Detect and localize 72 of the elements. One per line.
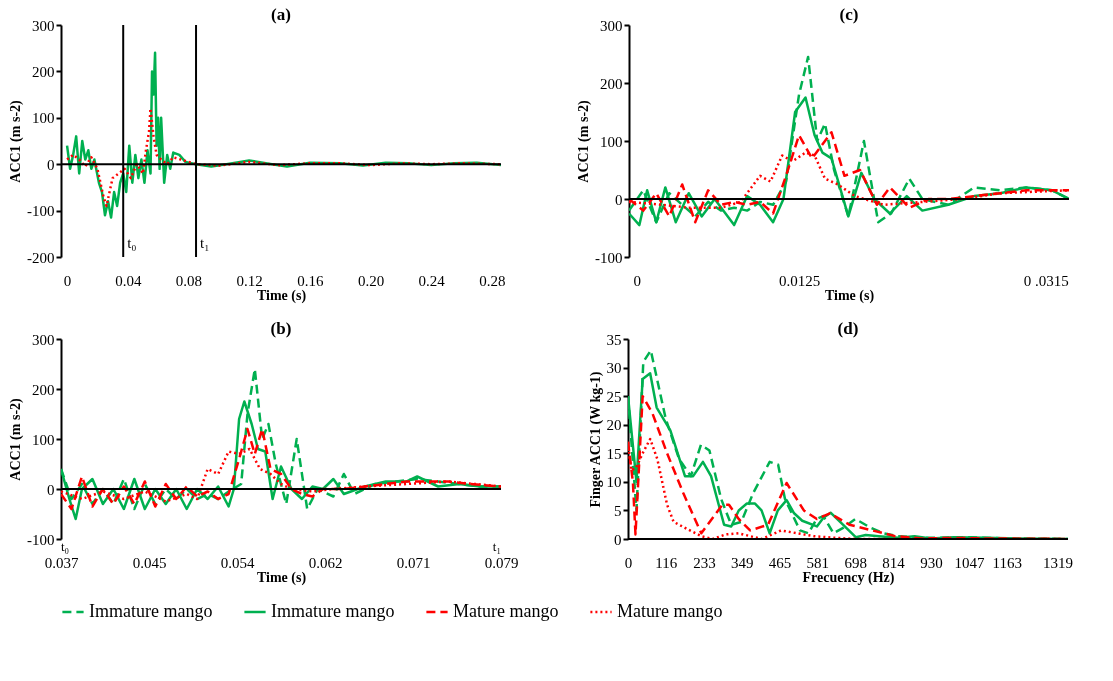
y-tick-label: 100 (600, 133, 623, 150)
x-tick-label: 0.079 (484, 554, 519, 571)
y-tick-label: 0 (614, 531, 622, 548)
y-tick-label: 35 (606, 331, 622, 348)
x-tick-label: 0.054 (220, 554, 255, 571)
x-tick-label: 0.28 (479, 272, 506, 289)
y-tick-label: 300 (600, 17, 623, 34)
x-tick-label: 1319 (1043, 554, 1074, 571)
y-tick-label: 300 (32, 331, 55, 348)
chart-title: (d) (837, 319, 859, 338)
y-tick-label: 0 (47, 156, 55, 173)
y-tick-label: 25 (606, 388, 622, 405)
y-axis-title: ACC1 (m s-2) (8, 397, 24, 481)
x-tick-label: 0.04 (115, 272, 142, 289)
legend-label: Mature mango (617, 601, 723, 621)
x-tick-label: 0.062 (308, 554, 343, 571)
x-axis-title: Time (s) (256, 569, 307, 586)
chart-title: (c) (839, 5, 859, 24)
annotation: t₀ (61, 539, 70, 554)
x-tick-label: 581 (806, 554, 829, 571)
y-tick-label: -100 (27, 203, 55, 220)
x-axis-title: Time (s) (824, 287, 875, 304)
x-tick-label: 1163 (992, 554, 1022, 571)
ref-line-label: t₀ (127, 235, 137, 251)
y-axis-title: Finger ACC1 (W kg-1) (587, 371, 604, 508)
y-axis-title: ACC1 (m s-2) (8, 99, 24, 183)
y-tick-label: 20 (606, 417, 622, 434)
y-tick-label: 5 (614, 502, 622, 519)
x-tick-label: 1047 (954, 554, 985, 571)
chart-title: (b) (270, 319, 292, 338)
y-tick-label: 200 (600, 75, 623, 92)
y-tick-label: 0 (615, 191, 623, 208)
x-tick-label: 349 (730, 554, 754, 571)
x-tick-label: 0 (63, 272, 72, 289)
y-tick-label: 200 (32, 63, 55, 80)
x-tick-label: 0 (633, 272, 642, 289)
legend-label: Immature mango (271, 601, 395, 621)
x-tick-label: 0.08 (175, 272, 203, 289)
legend-label: Mature mango (453, 601, 559, 621)
annotation: t₁ (492, 539, 501, 554)
x-tick-label: 0.24 (418, 272, 446, 289)
x-tick-label: 0.037 (44, 554, 79, 571)
x-tick-label: 465 (768, 554, 792, 571)
x-tick-label: 116 (655, 554, 678, 571)
y-tick-label: 100 (32, 431, 55, 448)
y-tick-label: -100 (595, 249, 623, 266)
y-tick-label: 100 (32, 110, 55, 127)
legend-label: Immature mango (89, 601, 213, 621)
x-tick-label: 0.0125 (778, 272, 821, 289)
y-tick-label: 30 (606, 360, 622, 377)
y-tick-label: 200 (32, 381, 55, 398)
y-tick-label: 10 (606, 474, 622, 491)
x-axis-title: Frecuency (Hz) (802, 569, 895, 586)
x-tick-label: 0.20 (357, 272, 385, 289)
y-axis-title: ACC1 (m s-2) (576, 99, 592, 183)
x-tick-label: 233 (693, 554, 716, 571)
y-tick-label: 0 (47, 481, 55, 498)
x-tick-label: 0.12 (236, 272, 263, 289)
y-tick-label: 15 (606, 445, 622, 462)
chart-title: (a) (271, 5, 291, 24)
x-tick-label: 0.071 (396, 554, 431, 571)
y-tick-label: 300 (32, 17, 55, 34)
x-axis-title: Time (s) (256, 287, 307, 304)
y-tick-label: -100 (27, 531, 55, 548)
x-tick-label: 0.16 (297, 272, 324, 289)
y-tick-label: -200 (27, 249, 55, 266)
x-tick-label: 0.045 (132, 554, 167, 571)
x-tick-label: 814 (882, 554, 906, 571)
x-tick-label: 698 (844, 554, 868, 571)
x-tick-label: 0 .0315 (1023, 272, 1069, 289)
x-tick-label: 930 (920, 554, 943, 571)
ref-line-label: t₁ (200, 235, 210, 251)
